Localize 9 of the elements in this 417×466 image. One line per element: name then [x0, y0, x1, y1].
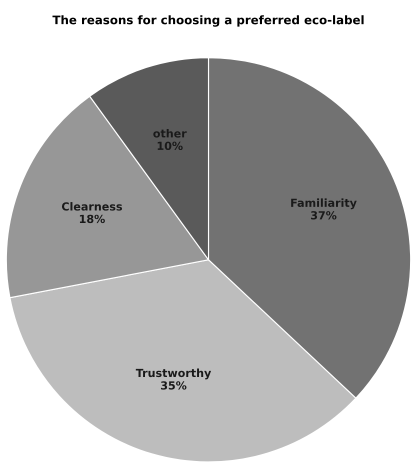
- data-label: 18%: [80, 214, 105, 224]
- data-label: 35%: [160, 381, 186, 390]
- slice-label: Clearness: [62, 202, 122, 211]
- chart-title: The reasons for choosing a preferred eco-label: [52, 15, 364, 27]
- slice-label: Familiarity: [291, 198, 357, 210]
- slice-label: Trustworthy: [136, 368, 212, 380]
- slice-label: other: [153, 128, 187, 138]
- data-label: 10%: [158, 142, 183, 150]
- data-label: 37%: [310, 211, 336, 220]
